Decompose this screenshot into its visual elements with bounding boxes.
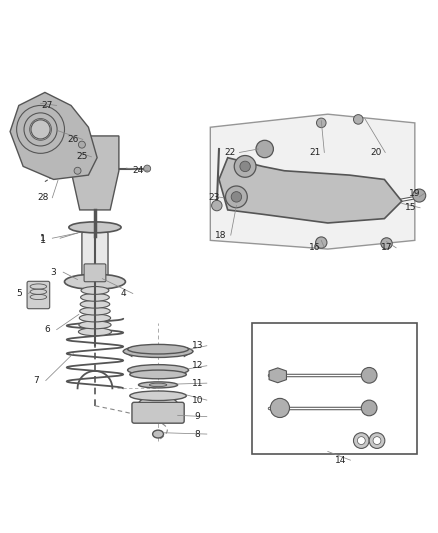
Ellipse shape	[30, 118, 51, 140]
Ellipse shape	[130, 391, 186, 400]
Ellipse shape	[127, 344, 188, 354]
Ellipse shape	[80, 300, 110, 308]
Text: 23: 23	[208, 193, 219, 202]
Ellipse shape	[127, 365, 188, 376]
Text: 8: 8	[194, 430, 200, 439]
Ellipse shape	[69, 222, 121, 233]
Text: 6: 6	[44, 325, 50, 334]
Circle shape	[317, 118, 326, 128]
Text: 20: 20	[370, 148, 381, 157]
Circle shape	[231, 192, 242, 202]
Polygon shape	[219, 158, 402, 223]
Text: 16: 16	[309, 243, 321, 252]
Text: 24: 24	[133, 166, 144, 175]
Circle shape	[234, 156, 256, 177]
Text: 3: 3	[51, 268, 57, 277]
Polygon shape	[10, 92, 97, 180]
Circle shape	[373, 437, 381, 445]
Text: 10: 10	[191, 395, 203, 405]
Text: 12: 12	[191, 361, 203, 370]
Ellipse shape	[64, 274, 125, 289]
Circle shape	[144, 165, 151, 172]
Ellipse shape	[130, 370, 186, 379]
Text: 11: 11	[191, 378, 203, 387]
Text: 18: 18	[215, 231, 227, 240]
Circle shape	[361, 367, 377, 383]
Text: 21: 21	[309, 148, 321, 157]
Text: 13: 13	[191, 341, 203, 350]
Ellipse shape	[79, 321, 111, 329]
Text: 4: 4	[120, 289, 126, 298]
Circle shape	[369, 433, 385, 448]
Text: 1: 1	[40, 235, 46, 245]
Circle shape	[270, 398, 290, 417]
Ellipse shape	[80, 307, 110, 315]
FancyBboxPatch shape	[84, 264, 106, 282]
Circle shape	[78, 141, 85, 148]
Text: 17: 17	[381, 243, 392, 252]
Text: 1: 1	[40, 233, 46, 243]
Circle shape	[226, 186, 247, 208]
Circle shape	[256, 140, 273, 158]
Ellipse shape	[78, 328, 112, 336]
FancyBboxPatch shape	[27, 281, 49, 309]
Circle shape	[316, 237, 327, 248]
Ellipse shape	[81, 293, 110, 301]
Circle shape	[240, 161, 251, 172]
Ellipse shape	[138, 382, 178, 388]
Polygon shape	[71, 136, 119, 210]
Circle shape	[413, 189, 426, 202]
FancyBboxPatch shape	[82, 232, 108, 288]
Text: 26: 26	[67, 135, 79, 144]
Circle shape	[74, 167, 81, 174]
Text: 25: 25	[76, 152, 88, 161]
Text: 27: 27	[42, 101, 53, 110]
Text: 14: 14	[335, 456, 346, 465]
Circle shape	[361, 400, 377, 416]
Text: 7: 7	[33, 376, 39, 385]
Polygon shape	[210, 114, 415, 249]
Ellipse shape	[81, 287, 109, 294]
Text: 22: 22	[224, 148, 236, 157]
Text: 19: 19	[409, 189, 420, 198]
Ellipse shape	[79, 314, 111, 322]
Ellipse shape	[152, 430, 163, 438]
Circle shape	[353, 115, 363, 124]
Bar	[252, 323, 417, 454]
FancyBboxPatch shape	[132, 402, 184, 423]
Polygon shape	[269, 368, 286, 383]
Text: 5: 5	[16, 289, 21, 298]
Circle shape	[357, 437, 365, 445]
Circle shape	[212, 200, 222, 211]
Text: 15: 15	[405, 203, 416, 212]
Text: 9: 9	[194, 412, 200, 421]
Ellipse shape	[149, 383, 167, 386]
Ellipse shape	[123, 345, 193, 358]
Text: 28: 28	[37, 193, 49, 202]
Circle shape	[381, 238, 392, 249]
Circle shape	[353, 433, 369, 448]
